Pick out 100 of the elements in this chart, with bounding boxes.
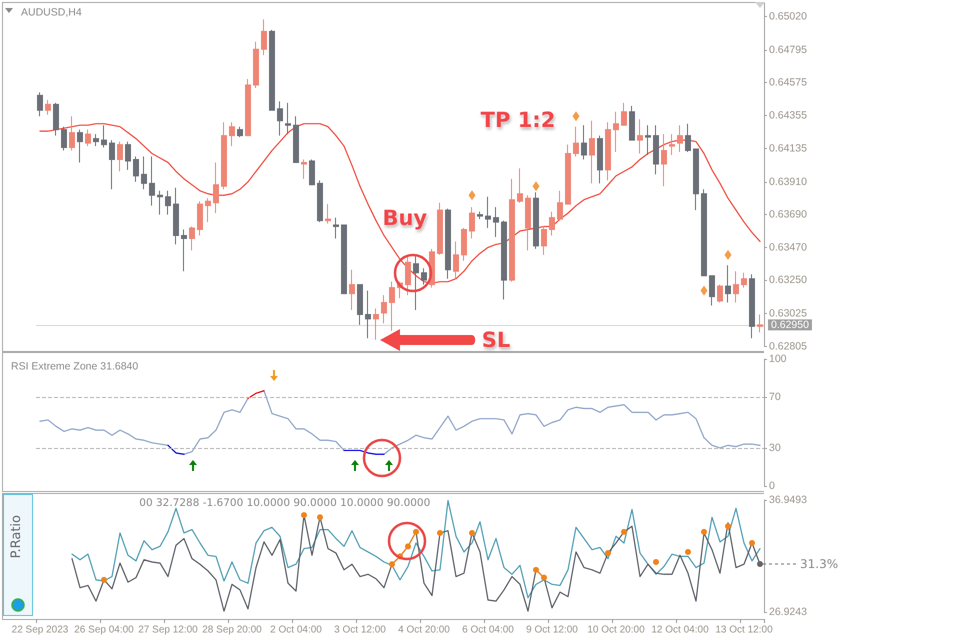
candlestick [509, 178, 515, 282]
candlestick [581, 124, 587, 160]
candlestick [93, 134, 99, 147]
candlestick [533, 192, 539, 250]
candlestick [293, 116, 299, 163]
point [621, 528, 627, 535]
x-tick-label: 28 Sep 20:00 [202, 624, 262, 636]
candlestick [573, 126, 579, 157]
side-panel: P.Ratio [3, 494, 33, 616]
candlestick [621, 102, 627, 126]
point [405, 543, 411, 550]
candlestick [69, 116, 75, 152]
candlestick [301, 158, 307, 180]
x-tick-label: 9 Oct 12:00 [526, 624, 578, 636]
candlestick [349, 269, 355, 310]
candlestick [389, 281, 395, 332]
candlestick [421, 268, 427, 286]
candlestick [437, 202, 443, 256]
point [749, 540, 755, 546]
y-tick-label: 100 [769, 353, 787, 365]
point [605, 550, 611, 556]
candlestick [37, 92, 43, 117]
candlestick [565, 144, 571, 205]
point [685, 548, 691, 555]
candlestick [221, 122, 227, 190]
candlestick [477, 211, 483, 220]
candlestick [501, 220, 507, 300]
point [317, 514, 323, 520]
candlestick [461, 228, 467, 262]
candlestick [309, 158, 315, 186]
candlestick [237, 126, 243, 138]
candlestick [493, 206, 499, 238]
candlestick [53, 102, 59, 136]
candlestick [117, 141, 123, 172]
candlestick [749, 274, 755, 339]
x-tick-label: 22 Sep 2023 [12, 624, 69, 636]
annotation: Buy [382, 206, 428, 230]
candlestick [485, 196, 491, 229]
x-tick-label: 10 Oct 20:00 [587, 624, 646, 636]
candlestick [525, 194, 531, 251]
x-tick-label: 27 Sep 12:00 [138, 624, 198, 636]
candlestick [453, 240, 459, 280]
candlestick [253, 41, 259, 88]
candlestick [229, 122, 235, 147]
candlestick [685, 123, 691, 153]
candlestick [45, 99, 51, 116]
candlestick [61, 126, 67, 152]
y-tick-label: 0.63025 [769, 308, 808, 320]
candlestick [677, 124, 683, 153]
x-tick-label: 3 Oct 12:00 [334, 624, 386, 636]
candlestick [725, 264, 731, 304]
candlestick [373, 308, 379, 340]
candlestick [549, 211, 555, 236]
candlestick [605, 122, 611, 181]
y-tick-label: 30 [769, 442, 781, 454]
x-tick-label: 6 Oct 04:00 [462, 624, 514, 636]
candlestick [277, 100, 283, 136]
y-tick-label: 0.64575 [769, 76, 808, 89]
candlestick [365, 290, 371, 339]
y-tick-label: 0.64355 [769, 110, 808, 122]
candlestick [101, 124, 107, 148]
candlestick [445, 208, 451, 280]
candlestick [261, 18, 267, 56]
y-tick-label: 0.63690 [769, 208, 808, 221]
candlestick [717, 284, 723, 304]
y-tick-label: 0.63250 [769, 274, 808, 286]
candlestick [613, 111, 619, 153]
point [437, 530, 443, 536]
candlestick [741, 272, 747, 288]
candlestick [77, 129, 83, 163]
x-tick-label: 12 Oct 04:00 [651, 624, 710, 636]
candlestick [597, 135, 603, 184]
point [541, 574, 547, 581]
candlestick [269, 29, 275, 111]
point [469, 530, 475, 536]
chart-title: RSI Extreme Zone 31.6840 [11, 360, 138, 372]
y-tick-label: 0.64135 [769, 142, 808, 154]
y-tick-label: 26.9243 [769, 606, 808, 618]
x-tick-label: 13 Oct 12:00 [715, 624, 774, 636]
point [725, 523, 731, 530]
candlestick [645, 124, 651, 156]
candlestick [589, 120, 595, 184]
candlestick [109, 140, 115, 190]
candlestick [653, 124, 659, 175]
candlestick [637, 118, 643, 154]
point [533, 566, 539, 573]
candlestick [757, 314, 763, 333]
candlestick [701, 188, 707, 276]
point [701, 528, 707, 535]
candlestick [413, 256, 419, 310]
candlestick [149, 156, 155, 206]
point [757, 561, 763, 567]
candlestick [733, 270, 739, 304]
candlestick [333, 217, 339, 239]
annotation: SL [482, 328, 510, 352]
line-series [71, 500, 761, 598]
y-tick-label: 0.62805 [769, 340, 808, 352]
point [389, 561, 395, 568]
candlestick [629, 105, 635, 141]
annotation: 00 32.7288 -1.6700 10.0000 90.0000 10.0000 90.0000 [139, 497, 430, 509]
